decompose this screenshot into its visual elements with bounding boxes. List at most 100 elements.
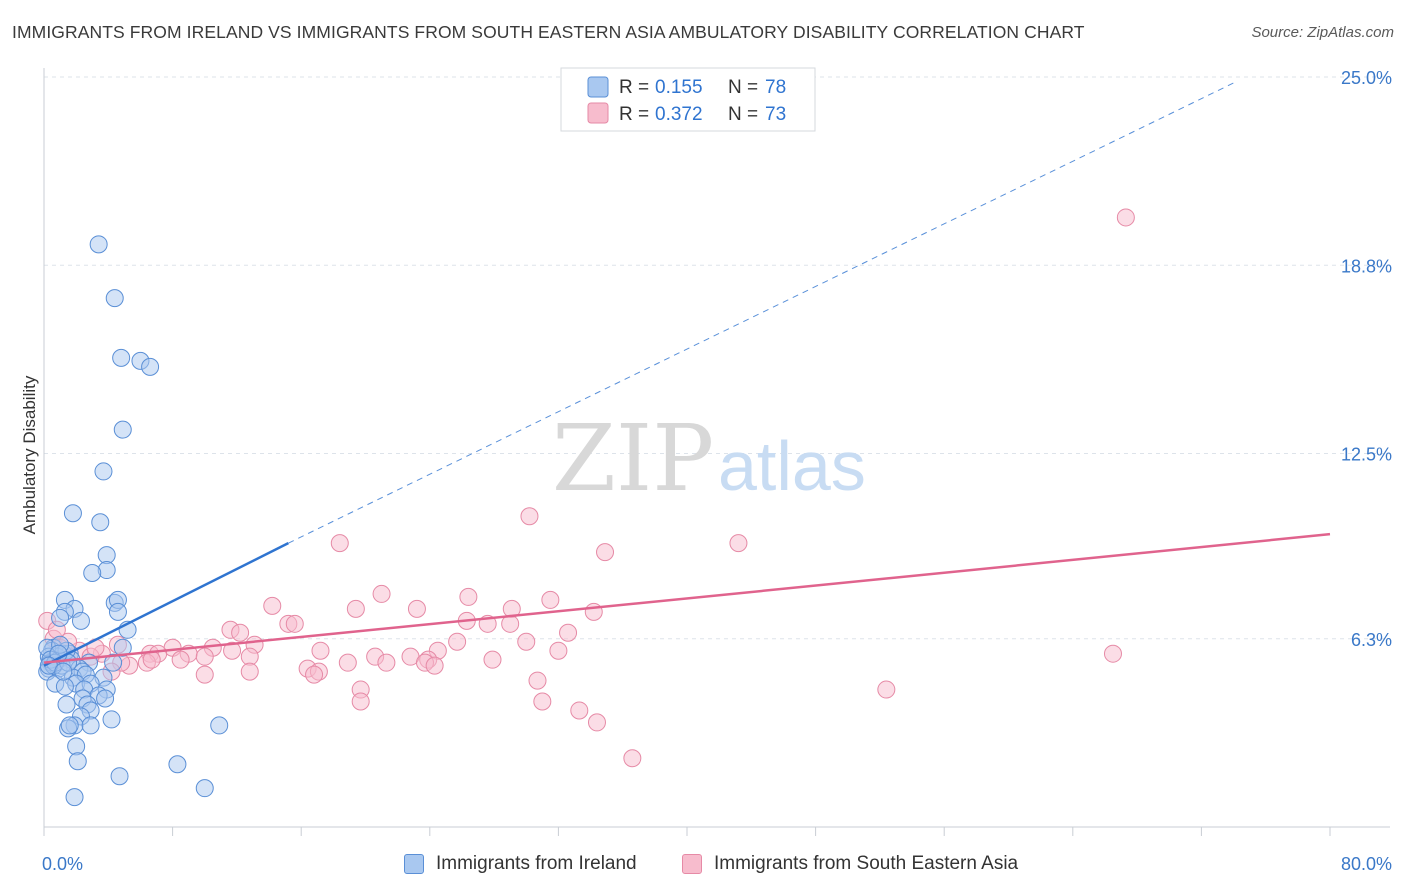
sea-point <box>517 632 536 651</box>
sea-point <box>372 584 391 603</box>
legend-bottom-ireland-swatch <box>404 854 424 874</box>
watermark-zip: ZIP <box>552 405 714 512</box>
sea-point <box>346 599 365 618</box>
ireland-point <box>55 677 74 696</box>
sea-point <box>171 650 190 669</box>
watermark-atlas: atlas <box>718 427 866 505</box>
legend-bottom-sea: Immigrants from South Eastern Asia <box>682 853 1018 875</box>
chart-title: IMMIGRANTS FROM IRELAND VS IMMIGRANTS FR… <box>12 22 1085 42</box>
ireland-point <box>102 710 121 729</box>
sea-point <box>729 534 748 553</box>
ireland-point <box>57 695 76 714</box>
ireland-point <box>81 716 100 735</box>
sea-point <box>459 587 478 606</box>
ireland-point <box>104 653 123 672</box>
ireland-point <box>96 689 115 708</box>
ireland-point <box>67 737 86 756</box>
legend-ireland-r-value: 0.155 <box>655 77 703 98</box>
legend-ireland-swatch <box>587 76 609 98</box>
ireland-point <box>113 638 132 657</box>
y-tick-label: 25.0% <box>1341 68 1392 88</box>
sea-point <box>483 650 502 669</box>
sea-point <box>195 665 214 684</box>
ireland-point <box>94 462 113 481</box>
sea-point <box>528 671 547 690</box>
sea-point <box>877 680 896 699</box>
legend-sea-n-label: N = <box>728 104 758 125</box>
chart-source: Source: ZipAtlas.com <box>1251 24 1394 41</box>
sea-point <box>559 623 578 642</box>
sea-point <box>407 599 426 618</box>
sea-point <box>377 653 396 672</box>
ireland-point <box>113 420 132 439</box>
ireland-point <box>210 716 229 735</box>
sea-point <box>533 692 552 711</box>
sea-point <box>330 534 349 553</box>
ireland-point <box>110 767 129 786</box>
ireland-point <box>108 602 127 621</box>
sea-point <box>570 701 589 720</box>
ireland-point <box>54 662 73 681</box>
ireland-point <box>168 755 187 774</box>
sea-point <box>520 507 539 526</box>
y-tick-label: 18.8% <box>1341 256 1392 276</box>
ireland-point <box>89 235 108 254</box>
ireland-point <box>60 716 79 735</box>
sea-point <box>305 665 324 684</box>
sea-point <box>231 623 250 642</box>
sea-point <box>351 692 370 711</box>
watermark: ZIP atlas <box>552 405 866 512</box>
legend-ireland-n-value: 78 <box>765 77 786 98</box>
sea-point <box>311 641 330 660</box>
legend-sea-r-value: 0.372 <box>655 104 703 125</box>
gridlines <box>44 76 1390 640</box>
legend-bottom-ireland-label: Immigrants from Ireland <box>436 853 637 874</box>
sea-point <box>596 543 615 562</box>
sea-point <box>623 749 642 768</box>
ireland-point <box>83 564 102 583</box>
y-axis-tick-labels: 6.3% 12.5% 18.8% 25.0% <box>1341 68 1392 650</box>
legend-bottom: Immigrants from Ireland Immigrants from … <box>0 850 1406 880</box>
sea-point <box>448 632 467 651</box>
ireland-point <box>195 779 214 798</box>
legend-bottom-sea-label: Immigrants from South Eastern Asia <box>714 853 1019 874</box>
legend-ireland-r-label: R = <box>619 77 649 98</box>
sea-point <box>195 647 214 666</box>
sea-point <box>587 713 606 732</box>
ireland-point <box>112 348 131 367</box>
legend-sea-r-label: R = <box>619 104 649 125</box>
ireland-point <box>105 289 124 308</box>
y-axis-title: Ambulatory Disability <box>20 375 39 534</box>
sea-point <box>240 662 259 681</box>
ireland-point <box>97 561 116 580</box>
legend-top: R = 0.155 N = 78 R = 0.372 N = 73 <box>560 67 816 132</box>
ireland-trend-line <box>43 542 289 667</box>
y-tick-label: 6.3% <box>1351 630 1392 650</box>
legend-bottom-sea-swatch <box>682 854 702 874</box>
x-tick-label-max: 80.0% <box>1341 854 1392 874</box>
legend-sea-n-value: 73 <box>765 104 786 125</box>
x-axis-ticks <box>43 827 1331 836</box>
sea-trend-line <box>43 532 1331 664</box>
sea-point <box>338 653 357 672</box>
sea-point <box>549 641 568 660</box>
sea-point <box>263 596 282 615</box>
sea-point <box>285 614 304 633</box>
sea-point <box>1116 208 1135 227</box>
ireland-point <box>65 788 84 807</box>
sea-point <box>223 641 242 660</box>
legend-sea-swatch <box>587 102 609 124</box>
ireland-point <box>51 608 70 627</box>
ireland-series-points <box>38 235 229 807</box>
sea-point <box>1103 644 1122 663</box>
ireland-point <box>68 752 87 771</box>
sea-point <box>425 656 444 675</box>
ireland-point <box>63 504 82 523</box>
ireland-point <box>71 611 90 630</box>
trend-lines <box>43 82 1331 667</box>
y-tick-label: 12.5% <box>1341 445 1392 465</box>
legend-bottom-ireland: Immigrants from Ireland <box>404 853 637 875</box>
sea-point <box>541 590 560 609</box>
ireland-point <box>141 357 160 376</box>
